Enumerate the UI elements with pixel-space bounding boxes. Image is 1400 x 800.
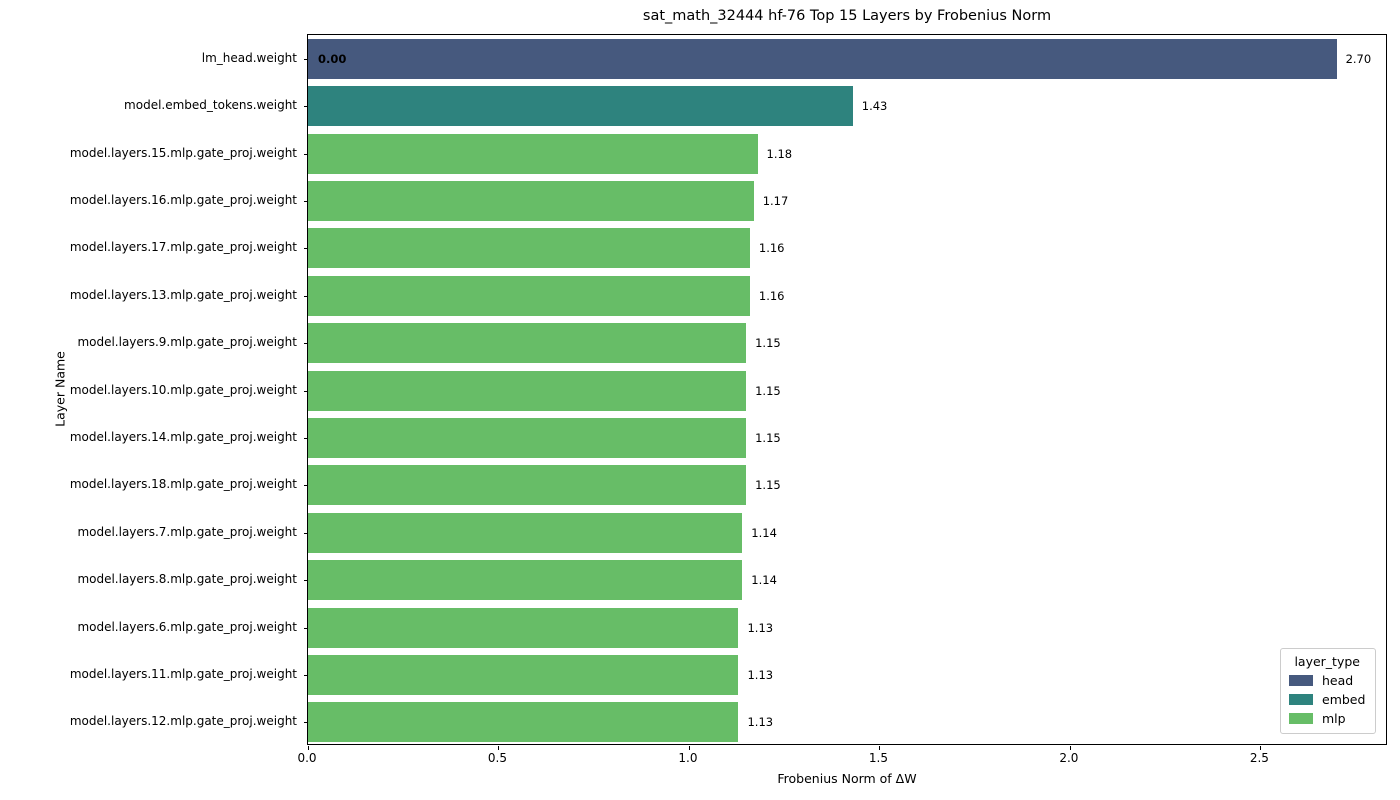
y-tick-label: model.layers.9.mlp.gate_proj.weight bbox=[77, 335, 297, 350]
bar-value-label: 1.15 bbox=[755, 383, 781, 398]
y-tick-label: model.layers.12.mlp.gate_proj.weight bbox=[69, 714, 297, 729]
bar-value-label: 1.13 bbox=[747, 620, 774, 635]
y-tick-mark bbox=[304, 532, 308, 534]
bar-mlp bbox=[308, 275, 750, 316]
y-tick-mark bbox=[304, 580, 308, 582]
y-tick-mark bbox=[304, 58, 308, 60]
legend-swatch-mlp bbox=[1289, 713, 1313, 724]
bar-mlp bbox=[308, 180, 754, 221]
bar-value-label: 1.17 bbox=[762, 193, 789, 208]
bar-mlp bbox=[308, 654, 739, 695]
y-tick-mark bbox=[304, 485, 308, 487]
bar-value-label: 1.15 bbox=[755, 336, 781, 351]
x-tick-mark bbox=[688, 746, 690, 750]
bar-value-label: 2.70 bbox=[1345, 51, 1372, 66]
bar-mlp bbox=[308, 323, 747, 364]
legend-swatch-head bbox=[1289, 675, 1313, 686]
x-tick-label: 2.5 bbox=[1249, 751, 1269, 765]
y-tick-label: lm_head.weight bbox=[201, 50, 297, 65]
x-tick-mark bbox=[498, 746, 500, 750]
bar-value-label: 1.18 bbox=[766, 146, 793, 161]
y-tick-mark bbox=[304, 390, 308, 392]
y-tick-label: model.layers.8.mlp.gate_proj.weight bbox=[77, 572, 297, 587]
y-tick-label: model.layers.11.mlp.gate_proj.weight bbox=[69, 666, 297, 681]
y-tick-label: model.layers.10.mlp.gate_proj.weight bbox=[69, 382, 297, 397]
x-tick-label: 1.0 bbox=[678, 751, 698, 765]
bar-value-label: 1.43 bbox=[861, 99, 888, 114]
bar-head bbox=[308, 38, 1337, 79]
legend-label: mlp bbox=[1322, 711, 1346, 726]
bar-mlp bbox=[308, 465, 747, 506]
x-tick-mark bbox=[1260, 746, 1262, 750]
bar-value-label: 1.14 bbox=[751, 573, 777, 588]
y-tick-label: model.layers.13.mlp.gate_proj.weight bbox=[69, 287, 297, 302]
y-tick-mark bbox=[304, 200, 308, 202]
x-tick-mark bbox=[308, 746, 309, 750]
bar-mlp bbox=[308, 228, 750, 269]
y-tick-label: model.embed_tokens.weight bbox=[124, 98, 297, 113]
y-tick-mark bbox=[304, 343, 308, 345]
bar-value-label: 1.15 bbox=[755, 478, 781, 493]
y-tick-label: model.layers.14.mlp.gate_proj.weight bbox=[69, 429, 297, 444]
y-tick-mark bbox=[304, 153, 308, 155]
y-tick-mark bbox=[304, 674, 308, 676]
chart-title: sat_math_32444 hf-76 Top 15 Layers by Fr… bbox=[642, 8, 1052, 24]
legend-items: head embed mlp bbox=[1289, 673, 1365, 726]
x-tick-label: 2.0 bbox=[1059, 751, 1079, 765]
legend-item-mlp: mlp bbox=[1289, 711, 1365, 726]
bar-mlp bbox=[308, 702, 739, 743]
legend-label: head bbox=[1322, 673, 1354, 688]
bar-value-label: 1.14 bbox=[751, 525, 777, 540]
y-tick-mark bbox=[304, 106, 308, 108]
y-tick-mark bbox=[304, 295, 308, 297]
x-tick-mark bbox=[1069, 746, 1071, 750]
legend-item-embed: embed bbox=[1289, 692, 1365, 707]
plot-area: 2.70 0.00 1.43 1.18 1.17 1.16 1.16 1.15 1.15 1.15… bbox=[304, 34, 1387, 750]
y-tick-label: model.layers.15.mlp.gate_proj.weight bbox=[69, 145, 297, 160]
x-tick-label: 0.5 bbox=[487, 751, 508, 765]
bar-value-label: 1.13 bbox=[747, 667, 774, 682]
legend-item-head: head bbox=[1289, 673, 1365, 688]
x-axis-label: Frobenius Norm of ΔW bbox=[777, 771, 917, 786]
x-tick-label: 0.0 bbox=[297, 751, 317, 765]
bar-mlp bbox=[308, 133, 758, 174]
y-tick-label: model.layers.16.mlp.gate_proj.weight bbox=[69, 192, 297, 207]
legend-swatch-embed bbox=[1289, 694, 1313, 705]
y-tick-label: model.layers.18.mlp.gate_proj.weight bbox=[69, 477, 297, 492]
legend-label: embed bbox=[1322, 692, 1366, 707]
bar-value-label: 1.15 bbox=[755, 430, 781, 445]
bar-value-label: 1.16 bbox=[758, 288, 785, 303]
x-tick-label: 1.5 bbox=[868, 751, 888, 765]
y-tick-label: model.layers.6.mlp.gate_proj.weight bbox=[77, 619, 297, 634]
legend-title: layer_type bbox=[1294, 654, 1360, 669]
y-tick-label: model.layers.7.mlp.gate_proj.weight bbox=[77, 524, 297, 539]
x-tick-mark bbox=[879, 746, 881, 750]
bar-mlp bbox=[308, 417, 747, 458]
y-tick-mark bbox=[304, 722, 308, 724]
bar-value-label: 1.16 bbox=[758, 241, 785, 256]
bar-inner-label: 0.00 bbox=[318, 51, 347, 66]
y-tick-label: model.layers.17.mlp.gate_proj.weight bbox=[69, 240, 297, 255]
bar-mlp bbox=[308, 512, 743, 553]
y-tick-mark bbox=[304, 437, 308, 439]
bar-mlp bbox=[308, 560, 743, 601]
y-tick-mark bbox=[304, 248, 308, 250]
bar-value-label: 1.13 bbox=[747, 715, 774, 730]
bar-mlp bbox=[308, 607, 739, 648]
bar-embed bbox=[308, 86, 853, 127]
legend: layer_type head embed mlp bbox=[1280, 648, 1377, 734]
y-axis-label: Layer Name bbox=[52, 351, 68, 427]
bar-mlp bbox=[308, 370, 747, 411]
y-tick-mark bbox=[304, 627, 308, 629]
